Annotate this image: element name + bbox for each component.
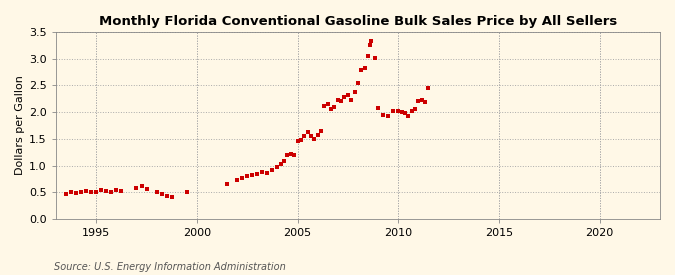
- Point: [369, 55, 380, 60]
- Point: [282, 153, 293, 157]
- Point: [306, 134, 317, 138]
- Point: [91, 190, 102, 194]
- Point: [166, 195, 177, 199]
- Point: [267, 167, 278, 172]
- Point: [393, 109, 404, 113]
- Point: [272, 164, 283, 169]
- Point: [352, 81, 363, 85]
- Point: [339, 95, 350, 99]
- Point: [252, 171, 263, 176]
- Point: [323, 102, 333, 106]
- Point: [111, 187, 122, 192]
- Point: [81, 188, 92, 193]
- Point: [342, 93, 353, 97]
- Point: [232, 178, 242, 183]
- Point: [388, 109, 399, 113]
- Point: [71, 191, 82, 196]
- Point: [247, 172, 258, 177]
- Point: [420, 100, 431, 105]
- Point: [309, 137, 320, 141]
- Point: [221, 182, 232, 186]
- Point: [61, 192, 72, 196]
- Point: [319, 103, 330, 108]
- Title: Monthly Florida Conventional Gasoline Bulk Sales Price by All Sellers: Monthly Florida Conventional Gasoline Bu…: [99, 15, 617, 28]
- Point: [413, 99, 424, 104]
- Point: [378, 112, 389, 117]
- Point: [242, 174, 252, 178]
- Point: [286, 152, 296, 156]
- Point: [257, 170, 268, 174]
- Point: [161, 194, 172, 198]
- Point: [275, 162, 286, 167]
- Point: [279, 159, 290, 163]
- Point: [131, 186, 142, 190]
- Point: [359, 66, 370, 70]
- Point: [400, 111, 410, 116]
- Point: [406, 109, 417, 113]
- Point: [302, 130, 313, 134]
- Point: [96, 188, 107, 192]
- Point: [332, 98, 343, 103]
- Y-axis label: Dollars per Gallon: Dollars per Gallon: [15, 76, 25, 175]
- Point: [299, 134, 310, 138]
- Point: [416, 98, 427, 103]
- Point: [403, 114, 414, 119]
- Point: [356, 68, 367, 73]
- Point: [182, 190, 192, 194]
- Point: [296, 138, 306, 142]
- Point: [156, 192, 167, 196]
- Point: [373, 106, 383, 110]
- Point: [292, 139, 303, 144]
- Point: [136, 184, 147, 189]
- Point: [101, 189, 111, 193]
- Point: [65, 190, 76, 194]
- Point: [349, 90, 360, 94]
- Point: [346, 98, 356, 103]
- Point: [423, 86, 434, 90]
- Point: [383, 114, 394, 119]
- Point: [316, 129, 327, 133]
- Point: [289, 153, 300, 157]
- Point: [313, 132, 323, 137]
- Point: [329, 104, 340, 109]
- Point: [141, 187, 152, 191]
- Point: [364, 43, 375, 48]
- Point: [396, 110, 407, 114]
- Point: [262, 171, 273, 175]
- Point: [237, 176, 248, 181]
- Point: [326, 107, 337, 112]
- Point: [106, 190, 117, 194]
- Point: [116, 188, 127, 193]
- Text: Source: U.S. Energy Information Administration: Source: U.S. Energy Information Administ…: [54, 262, 286, 272]
- Point: [76, 190, 86, 194]
- Point: [410, 107, 421, 112]
- Point: [336, 99, 347, 104]
- Point: [151, 190, 162, 194]
- Point: [366, 39, 377, 43]
- Point: [86, 189, 97, 194]
- Point: [362, 54, 373, 58]
